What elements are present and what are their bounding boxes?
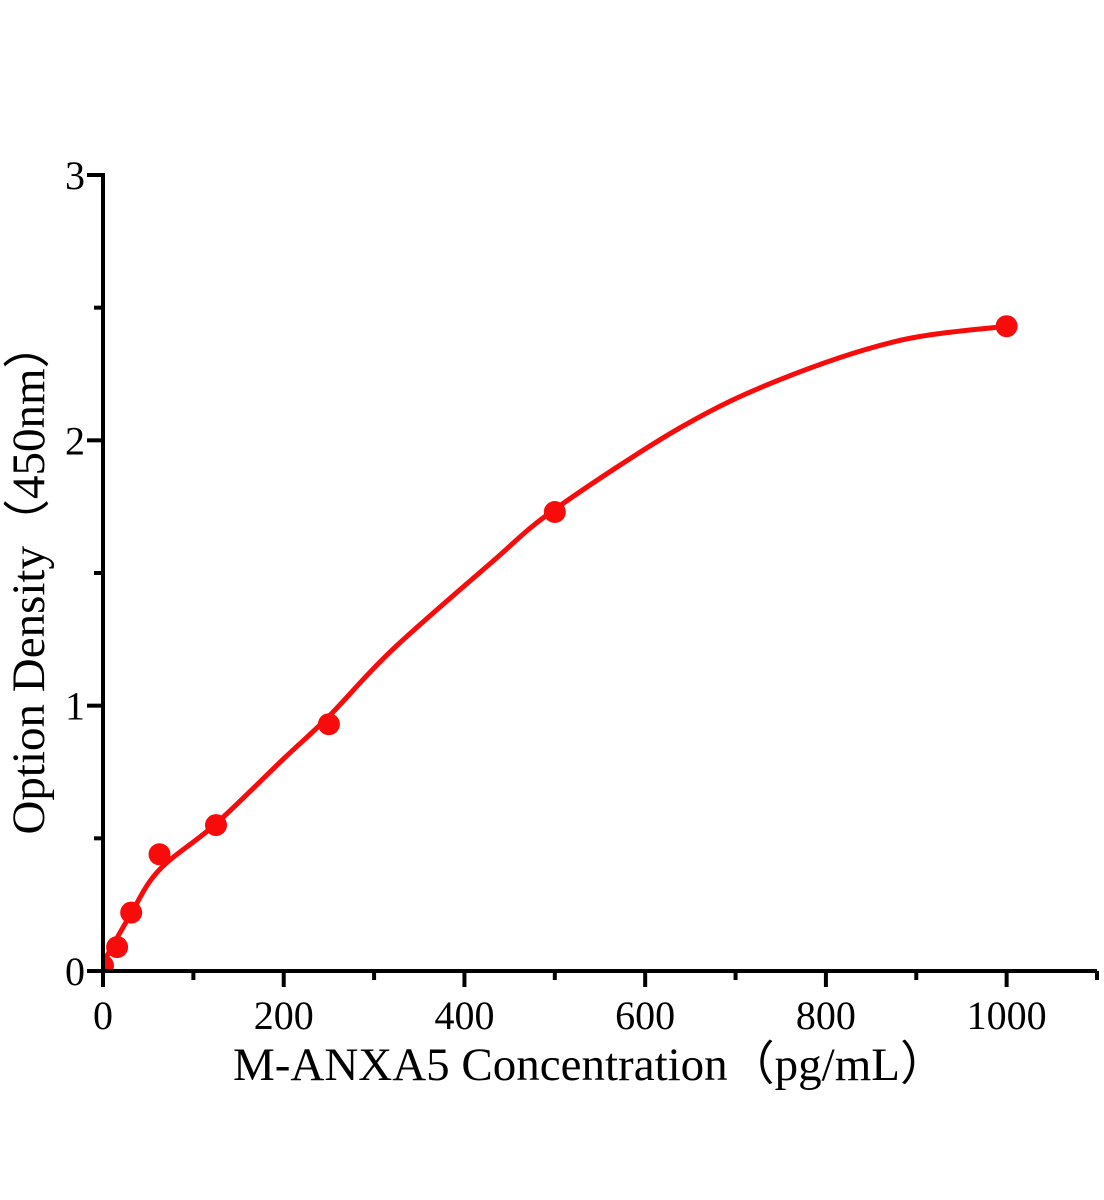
x-tick-label: 200 [254, 993, 314, 1038]
data-point-marker [148, 843, 171, 866]
data-point-marker [205, 814, 227, 837]
data-point-marker [995, 315, 1018, 338]
x-tick-label: 800 [796, 993, 856, 1038]
y-tick-labels: 0 1 2 3 [65, 153, 85, 994]
data-points [103, 315, 1018, 971]
data-point-marker [106, 936, 129, 959]
plot-area [103, 315, 1018, 971]
y-axis-title: Option Density（450nm） [3, 321, 55, 834]
axes: 0 200 400 600 800 1000 0 1 2 3 [65, 153, 1099, 1038]
data-point-marker [317, 713, 340, 736]
data-point-marker [120, 901, 143, 924]
x-tick-label: 0 [93, 993, 113, 1038]
x-axis-title: M-ANXA5 Concentration（pg/mL） [233, 1039, 947, 1091]
y-ticks [87, 173, 103, 973]
x-tick-label: 600 [615, 993, 675, 1038]
data-point-marker [103, 954, 114, 971]
fit-curve-line [103, 323, 1010, 966]
y-tick-label: 3 [65, 153, 85, 198]
x-tick-label: 400 [434, 993, 494, 1038]
y-tick-label: 2 [65, 418, 85, 463]
data-point-marker [543, 501, 566, 523]
y-tick-label: 0 [65, 949, 85, 994]
x-tick-label: 1000 [967, 993, 1047, 1038]
x-ticks [101, 971, 1099, 987]
x-tick-labels: 0 200 400 600 800 1000 [93, 993, 1047, 1038]
y-tick-label: 1 [65, 684, 85, 729]
